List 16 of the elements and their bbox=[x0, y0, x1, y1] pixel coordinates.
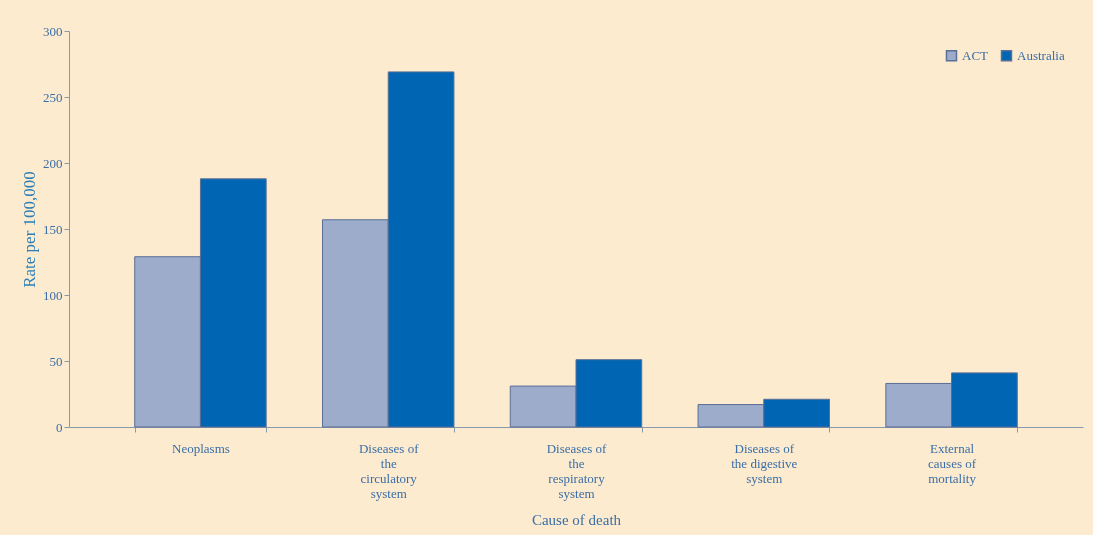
y-tick-label: 200 bbox=[43, 155, 63, 171]
legend-label: ACT bbox=[962, 47, 989, 63]
y-tick-label: 0 bbox=[56, 419, 63, 435]
y-tick-label: 100 bbox=[43, 287, 63, 303]
x-tick-label: Neoplasms bbox=[172, 440, 230, 456]
legend-label: Australia bbox=[1017, 47, 1065, 63]
x-tick-label: Diseases of the respiratory system bbox=[546, 440, 607, 501]
x-tick-label: Diseases of the digestive system bbox=[731, 440, 798, 486]
y-tick-label: 150 bbox=[43, 221, 63, 237]
y-tick-label: 50 bbox=[49, 353, 63, 369]
x-axis-title: Cause of death bbox=[531, 511, 622, 528]
y-tick-label: 250 bbox=[43, 89, 63, 105]
x-tick-label: External causes of mortality bbox=[928, 440, 977, 486]
x-tick-label: Diseases of the circulatory system bbox=[358, 440, 420, 501]
y-tick-label: 300 bbox=[43, 23, 63, 39]
y-axis-title: Rate per 100,000 bbox=[20, 171, 39, 288]
